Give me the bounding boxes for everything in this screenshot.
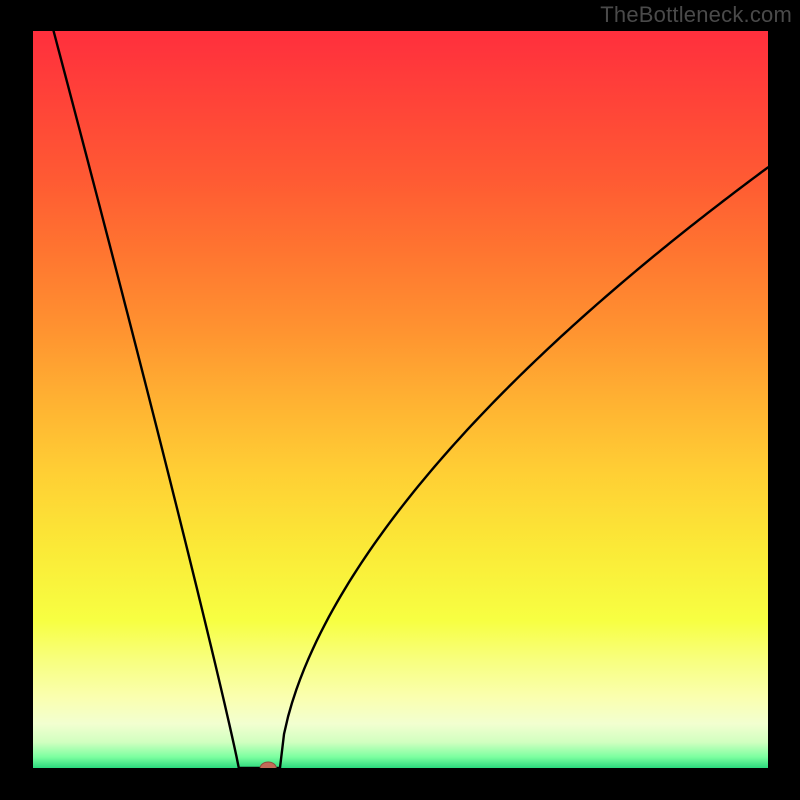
plot-area: [33, 31, 768, 768]
chart-svg: [33, 31, 768, 768]
gradient-background: [33, 31, 768, 768]
chart-frame: TheBottleneck.com: [0, 0, 800, 800]
watermark-text: TheBottleneck.com: [600, 2, 792, 28]
